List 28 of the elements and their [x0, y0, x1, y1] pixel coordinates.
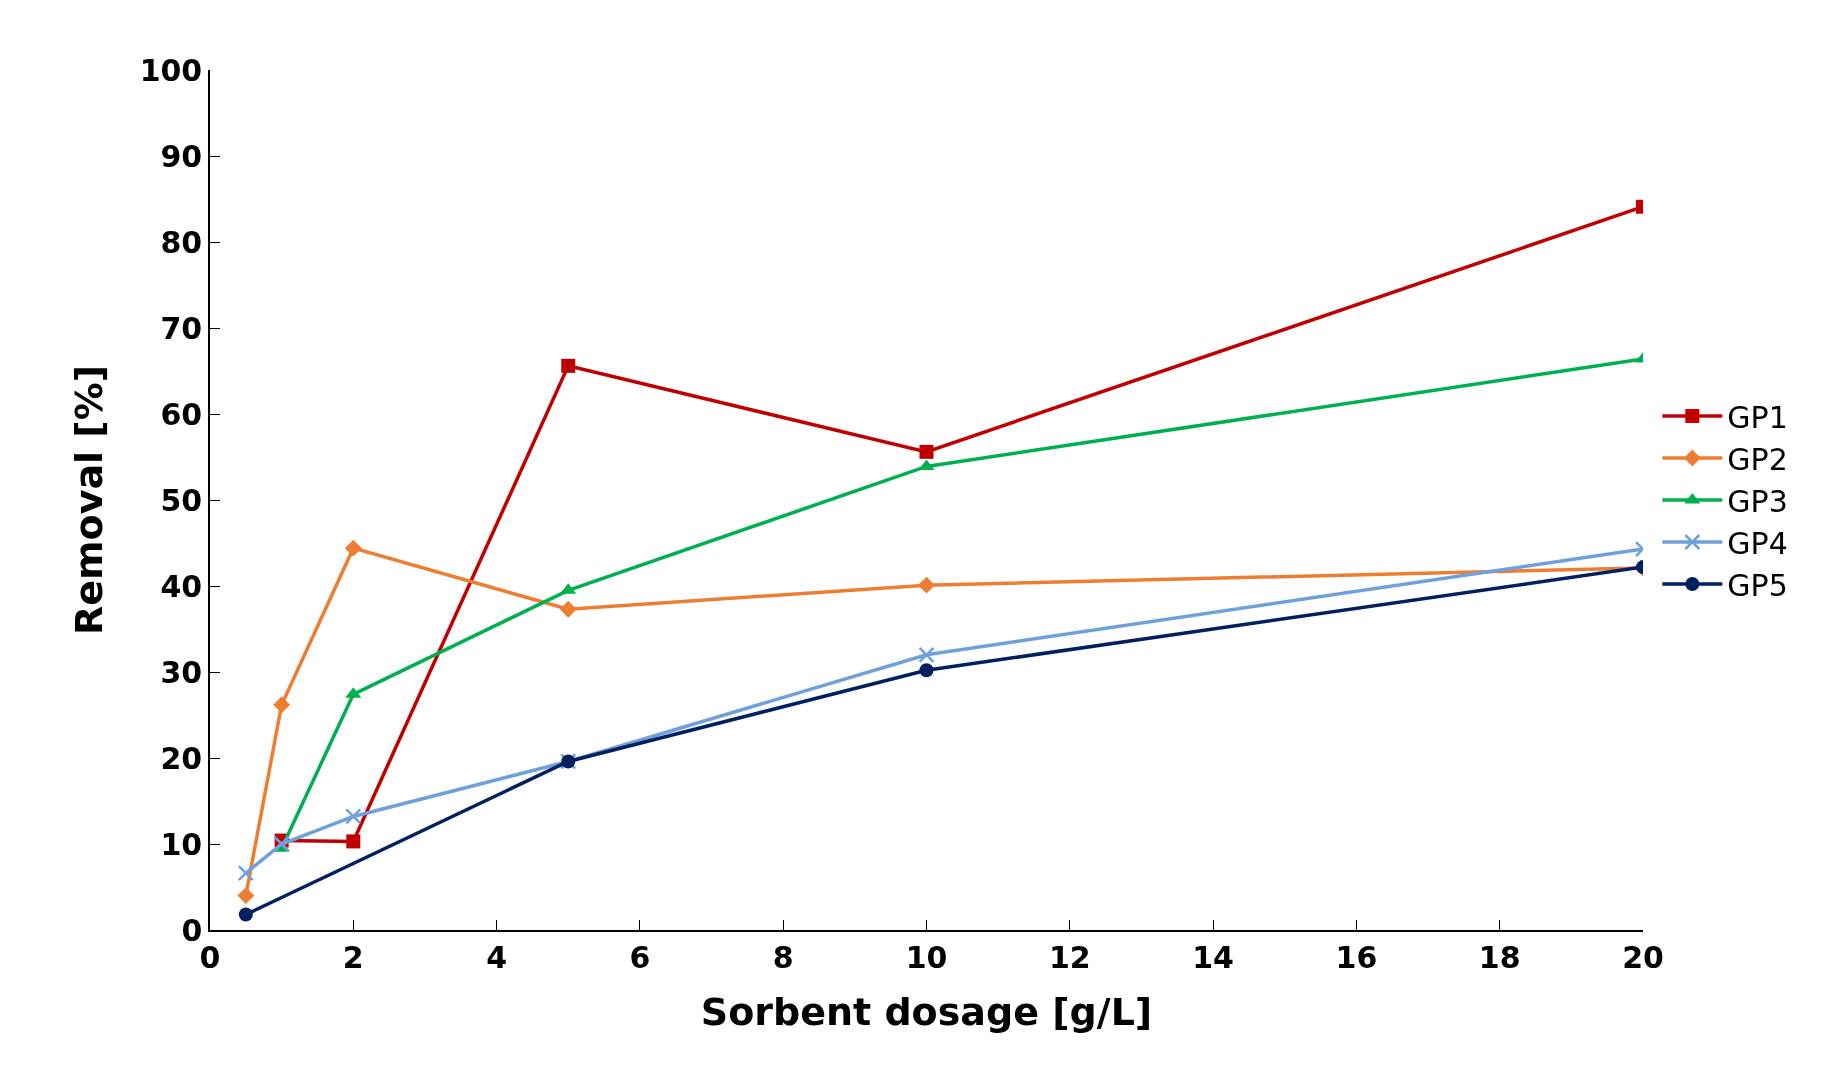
x-tick-label: 6	[629, 939, 651, 975]
y-axis-title: Removal [%]	[67, 364, 112, 636]
y-tick-label: 70	[160, 310, 203, 346]
legend-label: GP4	[1727, 525, 1788, 561]
legend-label: GP5	[1727, 567, 1788, 603]
y-tick-label: 40	[160, 568, 203, 604]
x-tick-label: 10	[905, 939, 948, 975]
y-tick-label: 0	[181, 912, 203, 948]
y-tick-label: 50	[160, 482, 203, 518]
x-tick-label: 8	[772, 939, 794, 975]
x-tick-label: 4	[486, 939, 508, 975]
x-tick-label: 18	[1478, 939, 1521, 975]
y-tick-label: 20	[160, 740, 203, 776]
x-tick-label: 20	[1622, 939, 1664, 975]
legend-label: GP3	[1727, 483, 1788, 519]
x-tick-label: 12	[1048, 939, 1091, 975]
x-tick-label: 14	[1192, 939, 1234, 975]
y-tick-label: 30	[160, 654, 203, 690]
y-tick-label: 100	[139, 52, 203, 88]
y-tick-label: 10	[160, 826, 203, 862]
legend-label: GP2	[1727, 441, 1788, 477]
y-tick-label: 90	[160, 138, 203, 174]
x-axis-title: Sorbent dosage [g/L]	[700, 990, 1153, 1035]
y-tick-label: 60	[160, 396, 203, 432]
y-tick-label: 80	[160, 224, 203, 260]
x-tick-label: 2	[342, 939, 364, 975]
x-tick-label: 16	[1335, 939, 1378, 975]
legend-label: GP1	[1727, 399, 1788, 435]
